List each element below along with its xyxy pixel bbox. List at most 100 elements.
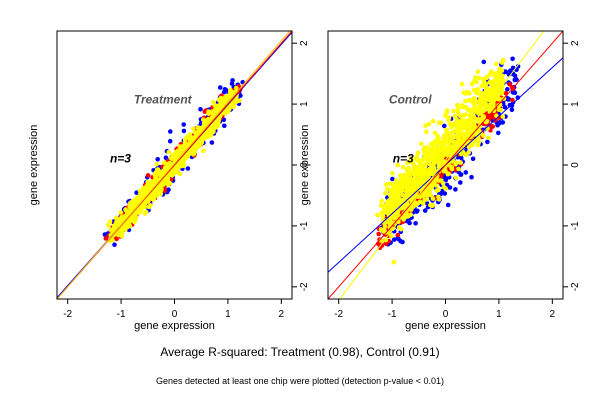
data-point	[424, 129, 429, 135]
data-point	[479, 83, 485, 89]
data-point	[172, 152, 177, 157]
x-tick-label: -1	[388, 309, 397, 320]
data-point	[125, 224, 131, 229]
data-point	[389, 181, 394, 187]
data-point	[222, 87, 228, 92]
data-point	[196, 125, 202, 131]
data-point	[419, 158, 425, 163]
data-point	[458, 151, 464, 157]
data-point	[159, 186, 164, 192]
data-point	[206, 111, 211, 116]
data-point	[459, 81, 465, 87]
data-point	[435, 134, 441, 140]
data-point	[168, 129, 173, 134]
data-point	[217, 85, 223, 90]
data-point	[218, 95, 224, 101]
x-tick-label: -2	[63, 309, 72, 320]
data-point	[381, 229, 386, 234]
data-point	[391, 259, 397, 265]
data-point	[466, 144, 472, 150]
data-point	[453, 187, 458, 192]
data-point	[230, 78, 235, 83]
data-point	[481, 59, 487, 65]
data-point	[155, 157, 160, 162]
data-point	[399, 199, 405, 205]
data-point	[143, 186, 149, 192]
data-point	[438, 178, 444, 183]
data-point	[510, 97, 515, 103]
treatment-panel: -2 -1 0 1 2 -2 -1 0 1 2 gene expression gene expres…	[28, 30, 310, 332]
data-point	[434, 183, 440, 188]
data-point	[486, 135, 491, 141]
data-point	[462, 112, 467, 118]
data-point	[386, 213, 392, 218]
data-point	[422, 145, 427, 151]
data-point	[472, 101, 477, 107]
data-point	[470, 114, 476, 120]
data-point	[441, 168, 447, 174]
data-point	[212, 103, 218, 109]
data-point	[473, 75, 478, 80]
data-point	[422, 208, 428, 213]
data-point	[404, 172, 410, 177]
data-point	[436, 161, 442, 167]
data-point	[500, 114, 506, 119]
x-tick-label: 0	[172, 309, 178, 320]
x-tick-label: 2	[550, 309, 556, 320]
data-point	[484, 119, 490, 124]
data-point	[138, 209, 143, 215]
data-point	[379, 198, 385, 204]
plot-area	[57, 31, 292, 299]
data-point	[389, 233, 394, 239]
data-point	[439, 143, 445, 149]
data-point	[463, 170, 469, 175]
data-point	[470, 120, 476, 125]
data-point	[483, 93, 489, 99]
data-point	[393, 178, 399, 183]
data-point	[403, 214, 409, 220]
data-point	[426, 158, 431, 164]
data-point	[422, 154, 428, 160]
data-point	[422, 149, 427, 154]
data-point	[129, 217, 134, 223]
data-point	[434, 140, 439, 146]
data-point	[395, 210, 401, 216]
data-point	[225, 93, 231, 99]
y-tick-label: -1	[299, 221, 310, 230]
data-point	[450, 123, 456, 128]
sample-count-label: n=3	[393, 151, 414, 165]
y-axis-title: gene expression	[28, 125, 40, 206]
data-point	[484, 89, 489, 94]
data-point	[446, 162, 452, 168]
data-point	[413, 221, 418, 226]
data-point	[489, 89, 495, 95]
data-point	[438, 147, 444, 153]
data-point	[400, 186, 405, 191]
data-point	[460, 125, 466, 130]
data-point	[400, 192, 405, 198]
data-point	[510, 56, 515, 62]
data-point	[447, 185, 453, 190]
data-point	[163, 155, 169, 160]
data-point	[489, 69, 494, 74]
data-point	[456, 166, 461, 172]
x-tick-label: 0	[443, 309, 449, 320]
data-point	[474, 110, 480, 115]
data-point	[434, 188, 440, 193]
data-point	[408, 212, 414, 217]
data-point	[153, 179, 158, 184]
data-point	[383, 191, 388, 196]
data-point	[181, 128, 187, 134]
data-point	[453, 160, 459, 165]
data-point	[205, 130, 210, 135]
data-point	[458, 180, 463, 185]
data-point	[142, 211, 148, 216]
data-point	[211, 111, 217, 117]
data-point	[455, 102, 460, 108]
data-point	[383, 182, 389, 187]
data-point	[415, 150, 421, 155]
y-tick-label: 0	[299, 162, 310, 168]
data-point	[495, 83, 500, 89]
data-point	[430, 169, 436, 174]
